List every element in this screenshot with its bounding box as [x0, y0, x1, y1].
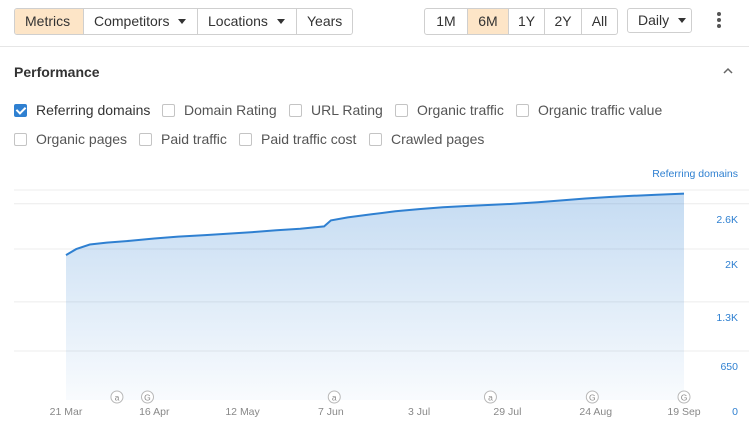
checkbox-unchecked-icon	[289, 103, 302, 117]
annotation-circle	[677, 390, 691, 404]
y-tick-label: 1.3K	[716, 312, 738, 324]
annotation-circle	[585, 390, 599, 404]
checkbox-domain-rating[interactable]: Domain Rating	[162, 102, 277, 118]
tab-metrics[interactable]: Metrics	[15, 9, 83, 34]
checkbox-label: Organic pages	[36, 131, 128, 147]
tab-label: Metrics	[25, 13, 71, 29]
annotation-circle	[483, 390, 497, 404]
toolbar: Metrics Competitors Locations Years 1M 6M 1Y 2…	[0, 0, 749, 47]
y-tick-label: 2.6K	[716, 214, 738, 226]
checkbox-label: Domain Rating	[184, 102, 277, 118]
checkbox-referring-domains[interactable]: Referring domains	[14, 102, 150, 118]
performance-chart: 650 1.3K 2K 2.6K 0 Referring domains 21 Mar 16 …	[14, 168, 749, 418]
annotation-symbol: G	[681, 393, 688, 403]
checkbox-organic-traffic[interactable]: Organic traffic	[395, 102, 504, 118]
tab-years[interactable]: Years	[296, 9, 352, 34]
annotation-ahrefs-update-icon: a	[110, 390, 124, 404]
y-tick-label: 0	[732, 406, 738, 418]
annotation-circle	[140, 390, 154, 404]
tab-label: Locations	[208, 13, 268, 29]
checkbox-organic-pages[interactable]: Organic pages	[14, 131, 127, 147]
x-tick-label: 21 Mar	[50, 406, 83, 418]
range-1y[interactable]: 1Y	[508, 9, 544, 34]
annotation-ahrefs-update-icon: a	[483, 390, 497, 404]
annotation-ahrefs-update-icon: a	[327, 390, 341, 404]
annotation-circle	[110, 390, 124, 404]
series-area	[66, 193, 684, 400]
annotation-symbol: G	[144, 393, 151, 403]
x-tick-label: 29 Jul	[493, 406, 521, 418]
tab-competitors[interactable]: Competitors	[83, 9, 197, 34]
annotation-google-update-icon: G	[140, 390, 154, 404]
tab-locations[interactable]: Locations	[197, 9, 296, 34]
annotation-google-update-icon: G	[585, 390, 599, 404]
checkbox-label: Paid traffic	[161, 131, 227, 147]
x-tick-label: 3 Jul	[408, 406, 430, 418]
chevron-down-icon	[276, 19, 285, 24]
checkbox-label: Crawled pages	[391, 131, 485, 147]
annotation-symbol: a	[115, 393, 120, 403]
checkbox-label: Organic traffic	[417, 102, 504, 118]
panel-title: Performance	[14, 64, 100, 80]
checkbox-unchecked-icon	[369, 132, 382, 146]
x-tick-label: 24 Aug	[579, 406, 612, 418]
y-tick-label: 2K	[725, 259, 738, 271]
x-tick-label: 19 Sep	[667, 406, 700, 418]
view-tab-group: Metrics Competitors Locations Years	[14, 8, 353, 35]
x-tick-label: 16 Apr	[139, 406, 170, 418]
annotation-symbol: a	[488, 393, 493, 403]
checkbox-paid-traffic-cost[interactable]: Paid traffic cost	[239, 131, 356, 147]
tab-label: Competitors	[94, 13, 170, 29]
legend-label: Referring domains	[652, 168, 738, 180]
tab-label: Years	[307, 13, 343, 29]
checkbox-checked-icon	[14, 103, 27, 117]
range-1m[interactable]: 1M	[436, 13, 456, 29]
date-range-group: 1M 6M 1Y 2Y All	[424, 8, 618, 35]
checkbox-label: URL Rating	[311, 102, 383, 118]
checkbox-label: Paid traffic cost	[261, 131, 357, 147]
checkbox-crawled-pages[interactable]: Crawled pages	[369, 131, 484, 147]
checkbox-url-rating[interactable]: URL Rating	[289, 102, 383, 118]
y-tick-label: 650	[720, 361, 738, 373]
checkbox-label: Organic traffic value	[538, 102, 663, 118]
vertical-dots-icon[interactable]	[712, 12, 726, 30]
checkbox-unchecked-icon	[239, 132, 252, 146]
chevron-down-icon	[678, 18, 687, 23]
checkbox-organic-traffic-value[interactable]: Organic traffic value	[516, 102, 662, 118]
annotation-google-update-icon: G	[677, 390, 691, 404]
chevron-down-icon	[178, 19, 187, 24]
checkbox-unchecked-icon	[139, 132, 152, 146]
checkbox-unchecked-icon	[162, 103, 175, 117]
checkbox-unchecked-icon	[14, 132, 27, 146]
range-all[interactable]: All	[581, 9, 617, 34]
range-2y[interactable]: 2Y	[544, 9, 581, 34]
annotation-circle	[327, 390, 341, 404]
x-tick-label: 12 May	[225, 406, 260, 418]
granularity-dropdown[interactable]: Daily	[627, 8, 692, 33]
granularity-label: Daily	[638, 12, 670, 28]
checkbox-paid-traffic[interactable]: Paid traffic	[139, 131, 227, 147]
range-6m[interactable]: 6M	[467, 9, 508, 34]
chevron-up-icon[interactable]	[723, 66, 733, 76]
annotation-symbol: a	[332, 393, 337, 403]
series-line	[65, 192, 685, 256]
checkbox-unchecked-icon	[516, 103, 529, 117]
x-tick-label: 7 Jun	[318, 406, 344, 418]
checkbox-unchecked-icon	[395, 103, 408, 117]
annotation-symbol: G	[589, 393, 596, 403]
checkbox-label: Referring domains	[36, 102, 151, 118]
